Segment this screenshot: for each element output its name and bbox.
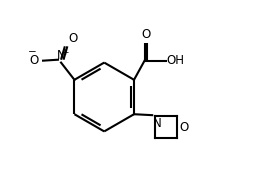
- Text: O: O: [141, 28, 150, 41]
- Text: O: O: [68, 32, 78, 45]
- Text: +: +: [62, 48, 69, 57]
- Text: OH: OH: [167, 54, 184, 67]
- Text: N: N: [153, 117, 162, 130]
- Text: −: −: [28, 47, 37, 57]
- Text: N: N: [57, 49, 66, 62]
- Text: O: O: [30, 54, 39, 67]
- Text: O: O: [179, 121, 188, 134]
